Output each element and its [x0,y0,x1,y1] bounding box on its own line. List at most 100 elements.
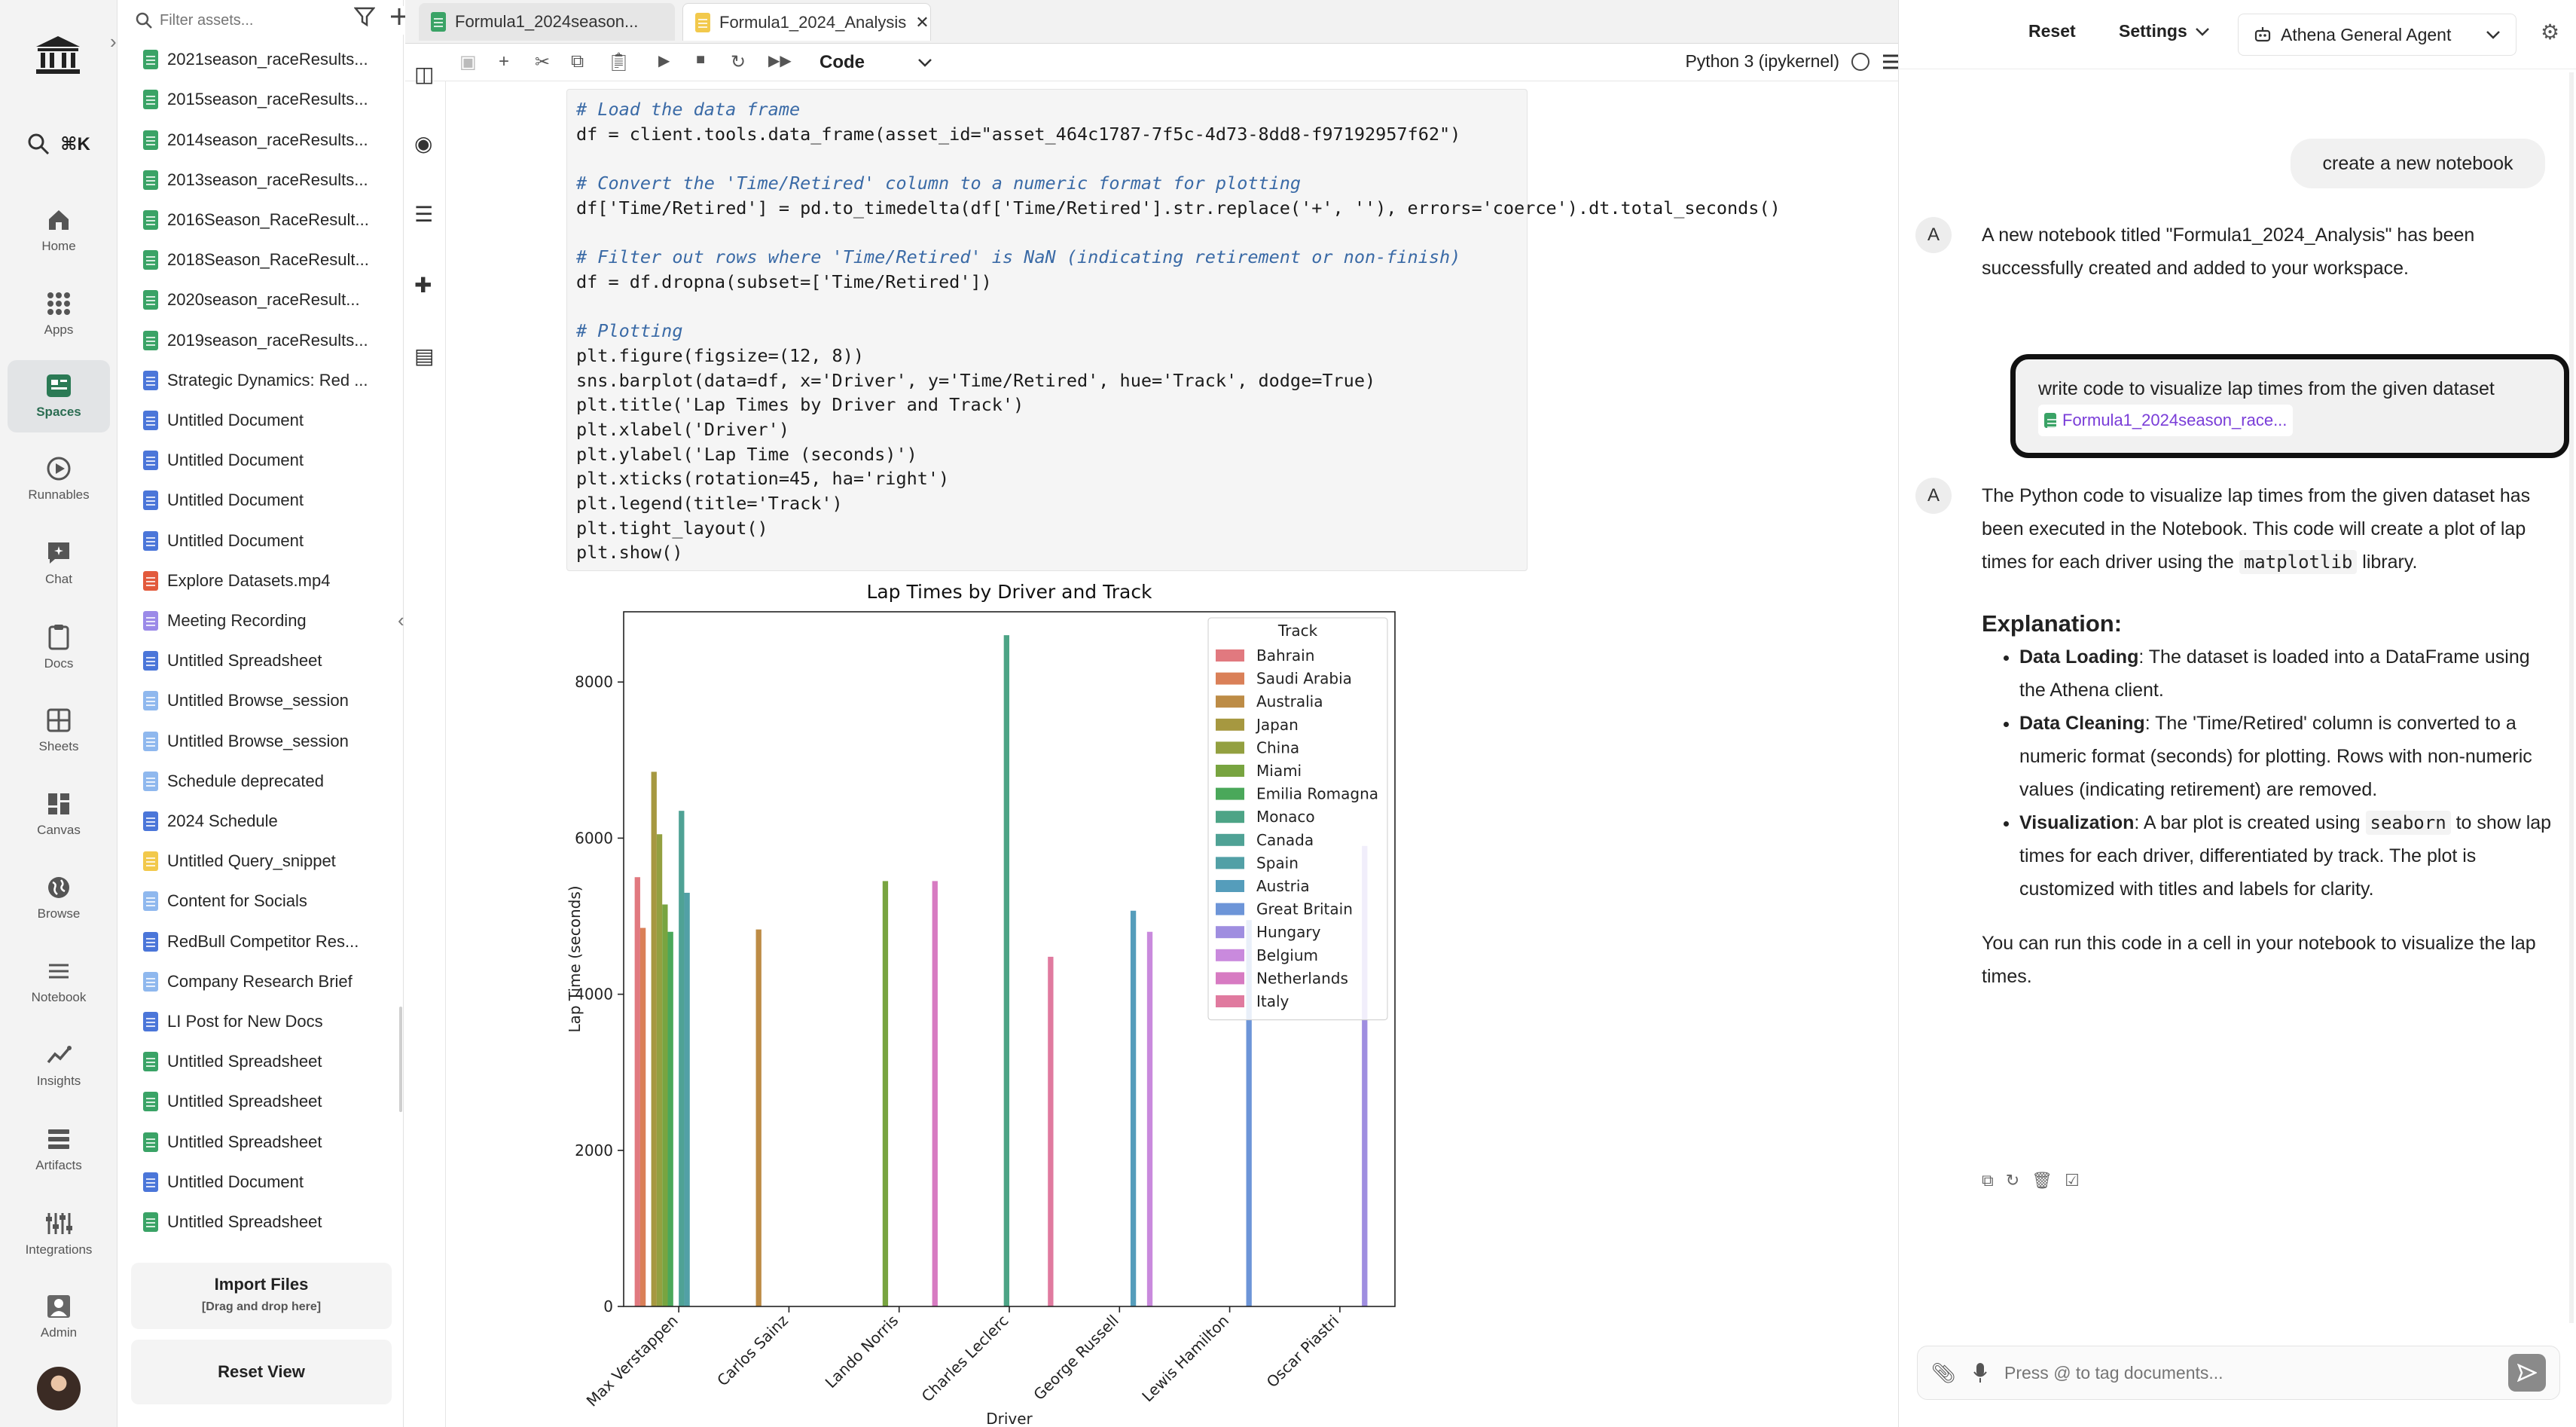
asset-item[interactable]: 2021season_raceResults... [143,44,368,75]
user-message-highlighted: write code to visualize lap times from t… [2010,354,2569,458]
filter-funnel-icon[interactable] [354,6,375,27]
nav-spaces[interactable]: Spaces [8,360,110,432]
asset-item[interactable]: Content for Socials [143,886,307,916]
asset-item[interactable]: LI Post for New Docs [143,1007,323,1037]
extension-puzzle-icon[interactable]: ✚ [414,273,432,297]
settings-dropdown[interactable]: Settings [2119,21,2210,41]
nav-browse[interactable]: Browse [8,862,110,934]
asset-item[interactable]: Untitled Document [143,405,304,435]
asset-item[interactable]: Meeting Recording [143,606,307,636]
nav-home[interactable]: Home [8,194,110,267]
run-cell-icon[interactable]: ▶ [658,53,670,69]
restart-kernel-icon[interactable]: ↻ [731,52,746,72]
asset-item[interactable]: Untitled Spreadsheet [143,1127,322,1157]
doc-file-icon [143,490,158,511]
nav-artifacts[interactable]: Artifacts [8,1114,110,1186]
chat-input[interactable] [2004,1362,2492,1383]
nav-docs[interactable]: Docs [8,611,110,683]
global-search-button[interactable]: ⌘K [11,122,107,166]
copy-icon[interactable]: ⧉ [1982,1171,1994,1190]
tagged-dataset-chip[interactable]: Formula1_2024season_race... [2038,405,2294,436]
run-all-icon[interactable]: ▶▶ [768,53,792,69]
nav-integrations[interactable]: Integrations [8,1198,110,1270]
asset-item[interactable]: Explore Datasets.mp4 [143,566,330,596]
send-button[interactable] [2508,1354,2546,1392]
collapse-panel-chevron-icon[interactable]: ‹ [398,609,404,631]
clipboard-icon [48,625,69,650]
microphone-icon[interactable] [1973,1362,1988,1383]
asset-item-label: 2015season_raceResults... [167,90,368,109]
reset-chat-button[interactable]: Reset [2028,21,2076,41]
user-avatar[interactable] [37,1367,81,1410]
asset-item[interactable]: 2013season_raceResults... [143,165,368,195]
tab-dataset[interactable]: Formula1_2024season... [419,3,675,41]
reset-view-button[interactable]: Reset View [131,1340,392,1404]
agent-select[interactable]: Athena General Agent [2238,14,2516,56]
nav-notebook[interactable]: Notebook [8,946,110,1018]
tagged-dataset-name: Formula1_2024season_race... [2062,411,2288,429]
asset-item[interactable]: 2020season_raceResult... [143,285,360,315]
save-note-icon[interactable]: ☑ [2065,1171,2080,1190]
asset-filter-input[interactable] [160,11,333,29]
stop-circle-icon[interactable]: ◉ [414,132,433,155]
agent-scrollbar[interactable] [2569,72,2574,1323]
attach-paperclip-icon[interactable]: 📎︎ [1931,1361,1957,1384]
delete-icon[interactable]: 🗑︎ [2031,1171,2053,1190]
asset-scrollbar[interactable] [399,1007,402,1112]
comments-icon[interactable]: ▤ [414,344,435,368]
add-cell-plus-icon[interactable]: + [499,51,510,72]
regenerate-icon[interactable]: ↻ [2005,1171,2020,1190]
nav-admin[interactable]: Admin [8,1281,110,1353]
paste-icon[interactable]: 📋︎ [607,52,630,72]
nav-insights[interactable]: Insights [8,1029,110,1102]
close-tab-icon[interactable]: ✕ [915,12,929,32]
asset-item[interactable]: 2014season_raceResults... [143,125,368,155]
asset-item[interactable]: 2019season_raceResults... [143,325,368,356]
asset-item[interactable]: Untitled Document [143,526,304,556]
asset-item[interactable]: Untitled Document [143,485,304,515]
asset-item[interactable]: Untitled Document [143,445,304,475]
kernel-status[interactable]: Python 3 (ipykernel) [1685,51,1900,72]
cell-type-select[interactable]: Code [819,50,932,75]
asset-item[interactable]: Schedule deprecated [143,766,324,796]
nav-apps[interactable]: Apps [8,278,110,350]
tab-analysis-notebook[interactable]: Formula1_2024_Analysis ✕ [682,3,931,41]
asset-item[interactable]: 2015season_raceResults... [143,84,368,115]
logo-icon[interactable] [33,35,83,77]
add-asset-plus-icon[interactable] [389,6,410,27]
asset-item[interactable]: Untitled Browse_session [143,686,349,716]
asset-item[interactable]: Untitled Query_snippet [143,846,336,876]
menu-icon[interactable] [1882,53,1900,70]
nav-canvas[interactable]: Canvas [8,778,110,851]
asset-item[interactable]: Untitled Document [143,1167,304,1197]
nav-chat[interactable]: Chat [8,527,110,600]
asset-item[interactable]: Company Research Brief [143,967,353,997]
code-cell[interactable]: # Load the data frame df = client.tools.d… [566,89,1781,571]
outline-list-icon[interactable]: ☰ [414,203,434,226]
legend-swatch [1216,926,1244,939]
asset-item[interactable]: 2024 Schedule [143,806,278,836]
save-icon[interactable]: ▣ [459,52,477,72]
cut-icon[interactable]: ✂ [535,52,551,72]
copy-icon[interactable]: ⧉ [571,51,584,72]
chart-output: Lap Times by Driver and Track 0 2000 4000 60… [566,580,1531,1427]
stop-icon[interactable]: ■ [696,51,706,68]
import-files-dropzone[interactable]: Import Files [Drag and drop here] [131,1263,392,1329]
expand-rail-chevron-icon[interactable]: › [110,30,117,53]
canvas-icon [48,793,69,814]
asset-item[interactable]: Untitled Browse_session [143,726,349,756]
nav-runnables[interactable]: Runnables [8,443,110,515]
asset-item[interactable]: Untitled Spreadsheet [143,1086,322,1117]
asset-item[interactable]: Untitled Spreadsheet [143,1207,322,1237]
panel-toggle-icon[interactable]: ◫ [414,63,435,86]
gear-icon[interactable]: ⚙ [2541,20,2560,44]
asset-item-label: 2021season_raceResults... [167,50,368,69]
asset-item[interactable]: RedBull Competitor Res... [143,927,359,957]
chart-title: Lap Times by Driver and Track [866,581,1152,603]
asset-item[interactable]: 2018Season_RaceResult... [143,245,369,275]
nav-sheets[interactable]: Sheets [8,695,110,767]
asset-item[interactable]: Untitled Spreadsheet [143,646,322,676]
asset-item[interactable]: Untitled Spreadsheet [143,1047,322,1077]
asset-item[interactable]: 2016Season_RaceResult... [143,205,369,235]
asset-item[interactable]: Strategic Dynamics: Red ... [143,365,368,396]
